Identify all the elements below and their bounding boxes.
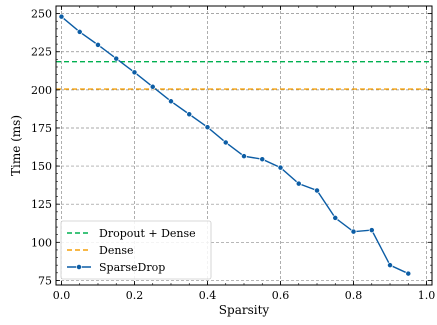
data-point: [204, 124, 211, 131]
legend-label: Dense: [99, 244, 134, 257]
data-point: [314, 187, 320, 194]
data-point: [405, 270, 412, 277]
data-point: [168, 98, 174, 105]
legend-label: SparseDrop: [99, 261, 165, 274]
data-point: [387, 262, 393, 269]
data-point: [58, 13, 65, 20]
data-point: [368, 227, 375, 234]
y-tick-label: 225: [31, 46, 52, 59]
x-tick-label: 0.2: [126, 289, 144, 302]
x-tick-label: 0.0: [53, 289, 71, 302]
tick-labels: 0.0 0.2 0.4 0.6 0.8 1.0 75 100 125 150 175 200 225 25…: [31, 8, 435, 302]
data-point: [131, 69, 138, 76]
legend: Dropout + Dense Dense SparseDrop: [60, 220, 212, 280]
y-axis-label: Time (ms): [9, 115, 23, 176]
legend-box: [60, 220, 212, 280]
y-tick-label: 100: [31, 236, 52, 249]
data-point: [295, 180, 302, 187]
legend-label: Dropout + Dense: [99, 227, 196, 240]
data-point: [95, 41, 101, 48]
x-tick-label: 0.6: [272, 289, 290, 302]
y-tick-label: 125: [31, 198, 52, 211]
data-point: [149, 83, 156, 90]
data-point: [186, 111, 193, 118]
data-point: [277, 164, 284, 171]
y-tick-label: 150: [31, 160, 52, 173]
data-point: [332, 214, 339, 221]
x-tick-label: 0.8: [345, 289, 363, 302]
data-point: [222, 139, 229, 146]
series-layer: [56, 13, 432, 277]
data-point: [241, 153, 247, 160]
y-tick-label: 175: [31, 122, 52, 135]
data-point: [76, 28, 83, 35]
legend-marker: [76, 264, 82, 270]
y-tick-label: 75: [38, 274, 52, 287]
x-tick-label: 1.0: [418, 289, 436, 302]
y-tick-label: 250: [31, 8, 52, 21]
data-point: [259, 156, 266, 163]
series-line: [61, 16, 409, 275]
data-point: [113, 55, 120, 62]
x-axis-label: Sparsity: [219, 303, 270, 317]
y-tick-label: 200: [31, 84, 52, 97]
x-tick-label: 0.4: [199, 289, 217, 302]
data-point: [350, 228, 357, 235]
ticks: [56, 6, 432, 285]
